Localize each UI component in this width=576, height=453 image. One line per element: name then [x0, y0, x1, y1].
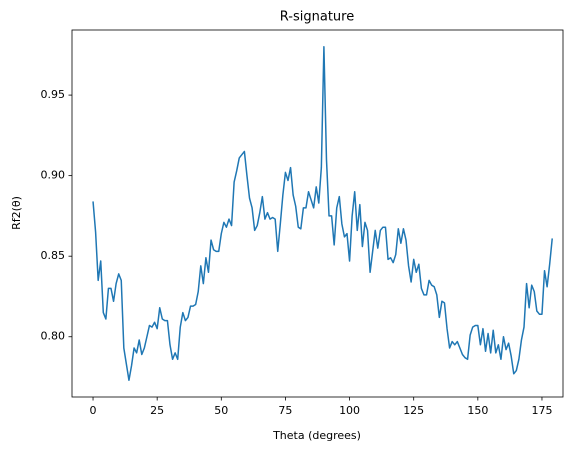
plot-frame — [71, 29, 564, 398]
x-tick-label: 150 — [467, 404, 488, 417]
x-axis-label: Theta (degrees) — [272, 429, 361, 442]
x-tick-label: 75 — [278, 404, 292, 417]
x-tick-label: 0 — [90, 404, 97, 417]
x-tick-label: 175 — [531, 404, 552, 417]
data-line — [92, 46, 553, 381]
y-tick-label: 0.80 — [41, 330, 66, 343]
chart-title: R-signature — [280, 10, 354, 25]
y-tick-label: 0.90 — [41, 169, 66, 182]
x-tick-label: 125 — [403, 404, 424, 417]
x-tick-label: 25 — [150, 404, 164, 417]
x-tick-label: 50 — [214, 404, 228, 417]
y-tick-label: 0.85 — [41, 249, 66, 262]
y-tick-label: 0.95 — [41, 88, 66, 101]
y-axis-label: Rf2(θ) — [10, 196, 23, 230]
x-tick-label: 100 — [339, 404, 360, 417]
